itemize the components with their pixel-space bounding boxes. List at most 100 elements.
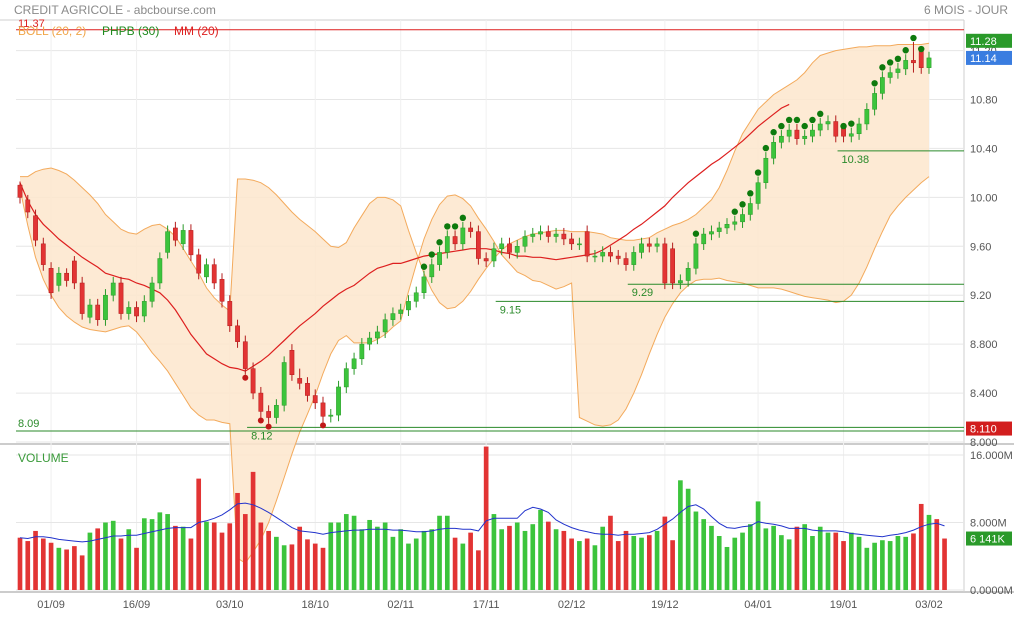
volume-bar — [856, 536, 862, 590]
volume-bar — [87, 532, 93, 590]
volume-bar — [141, 518, 147, 590]
candle-body — [778, 135, 784, 143]
price-tick-label: 10.40 — [970, 143, 998, 155]
candle-body — [460, 227, 466, 245]
date-tick-label: 02/12 — [558, 599, 586, 611]
candle-body — [172, 227, 178, 241]
date-tick-label: 01/09 — [37, 599, 65, 611]
volume-bar — [134, 547, 139, 590]
volume-bar — [918, 503, 924, 590]
level-label-10-38: 10.38 — [842, 154, 870, 166]
candle-body — [600, 252, 606, 257]
price-badge-label-high: 11.28 — [970, 36, 997, 48]
phpb-dot — [894, 55, 902, 63]
candle-body — [421, 276, 427, 294]
candle-body — [157, 258, 163, 284]
candle-body — [895, 68, 901, 73]
volume-bar — [716, 536, 722, 590]
volume-bar — [514, 522, 520, 590]
phpb-dot — [801, 122, 808, 130]
volume-bars — [17, 446, 947, 590]
volume-bar — [297, 526, 303, 590]
candle-body — [545, 231, 551, 237]
volume-tick-label: 16.000M — [970, 450, 1013, 462]
date-tick-label: 19/01 — [830, 599, 858, 611]
candle-body — [848, 133, 854, 137]
phpb-dot — [444, 223, 451, 230]
chart-title: CREDIT AGRICOLE - abcbourse.com — [14, 3, 216, 17]
level-label-9-29: 9.29 — [632, 287, 653, 299]
phpb-dot — [902, 47, 909, 54]
ma20-line — [19, 103, 790, 372]
volume-bar — [670, 540, 675, 590]
volume-bar — [561, 530, 567, 590]
volume-bar — [211, 522, 217, 590]
candle-body — [110, 282, 116, 296]
volume-bar — [320, 547, 326, 590]
candle-body — [71, 260, 77, 284]
candle-body — [677, 280, 683, 284]
candle-body — [740, 214, 745, 223]
volume-bar — [709, 525, 714, 590]
price-tick-label: 10.80 — [970, 95, 998, 107]
price-badge-label-last: 11.14 — [970, 53, 997, 65]
candle-body — [219, 279, 225, 302]
candle-body — [670, 248, 676, 284]
volume-bar — [872, 542, 877, 590]
volume-bar — [771, 525, 776, 590]
candle-body — [227, 301, 233, 327]
volume-bar — [351, 515, 357, 590]
candle-body — [87, 304, 93, 318]
candle-body — [328, 414, 334, 417]
volume-bar — [281, 545, 287, 590]
date-tick-label: 18/10 — [301, 599, 329, 611]
volume-tick-label: 8.000M — [970, 518, 1007, 530]
price-tick-label: 9.60 — [970, 241, 991, 253]
volume-bar — [833, 532, 839, 590]
bollinger-fill — [20, 43, 929, 564]
volume-bar — [196, 478, 202, 590]
volume-bar — [33, 530, 38, 590]
volume-bar — [429, 529, 435, 590]
volume-bar — [779, 535, 784, 590]
volume-bar — [79, 555, 85, 590]
volume-bar — [934, 519, 940, 590]
candle-body — [40, 243, 46, 265]
low-dot — [257, 417, 264, 424]
volume-bar — [895, 536, 901, 590]
candle-body — [561, 233, 567, 240]
candle-body — [444, 236, 450, 253]
candle-body — [312, 395, 318, 404]
volume-bar — [786, 539, 792, 590]
candle-body — [833, 121, 839, 137]
volume-bar — [157, 512, 163, 590]
volume-bar — [623, 530, 629, 590]
candle-body — [406, 301, 411, 311]
volume-bar — [693, 511, 699, 590]
candle-body — [569, 238, 575, 245]
volume-bar — [398, 529, 404, 590]
candle-body — [716, 227, 722, 232]
volume-bar — [188, 538, 194, 590]
candle-body — [864, 109, 870, 125]
volume-bar — [553, 529, 559, 590]
legend-boll: BOLL (20, 2) — [18, 24, 86, 38]
candle-body — [856, 123, 862, 135]
phpb-dot — [793, 116, 801, 124]
candle-body — [437, 252, 442, 265]
phpb-dot — [420, 263, 428, 270]
candle-body — [235, 325, 240, 342]
volume-bar — [880, 540, 885, 590]
volume-bar — [242, 514, 248, 590]
volume-bar — [468, 532, 473, 590]
volume-bar — [911, 533, 916, 590]
candle-body — [592, 255, 598, 258]
candle-body — [817, 123, 823, 131]
volume-bar — [802, 524, 808, 590]
volume-bar — [538, 509, 543, 590]
volume-bar — [180, 526, 186, 590]
volume-bar — [110, 520, 116, 590]
volume-bar — [460, 543, 466, 590]
candle-body — [631, 252, 637, 265]
date-tick-label: 03/10 — [216, 599, 244, 611]
